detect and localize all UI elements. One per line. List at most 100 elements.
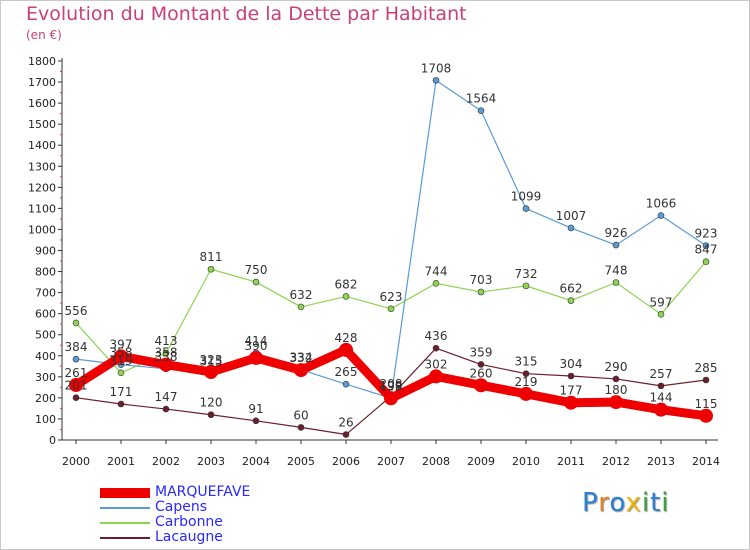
data-label-lacaugne: 26 (338, 416, 353, 430)
data-label-lacaugne: 359 (470, 345, 493, 359)
logo-letter: i (661, 488, 670, 518)
data-label-lacaugne: 208 (380, 377, 403, 391)
data-label-capens: 1066 (646, 197, 677, 211)
y-tick-label: 100 (35, 413, 56, 426)
data-label-marquefave: 390 (245, 339, 268, 353)
data-label-carbonne: 662 (560, 282, 583, 296)
data-point-lacaugne (252, 417, 260, 425)
data-label-capens: 199 (380, 379, 403, 393)
legend-label: Carbonne (155, 514, 223, 530)
data-point-capens (477, 107, 485, 114)
data-label-marquefave: 115 (695, 397, 718, 411)
data-label-carbonne: 413 (155, 334, 178, 348)
data-label-lacaugne: 315 (515, 355, 538, 369)
data-label-lacaugne: 171 (110, 385, 133, 399)
y-tick-label: 1800 (28, 55, 56, 68)
data-label-lacaugne: 147 (155, 390, 178, 404)
y-tick-label: 400 (35, 350, 56, 363)
data-point-marquefave (339, 342, 353, 357)
y-tick-label: 1600 (28, 97, 56, 110)
x-tick-label: 2007 (377, 455, 405, 468)
logo-letter: t (650, 488, 662, 518)
data-point-carbonne (612, 279, 620, 286)
data-label-carbonne: 748 (605, 264, 628, 278)
y-tick-label: 200 (35, 392, 56, 405)
data-point-marquefave (654, 402, 668, 417)
data-point-lacaugne (207, 411, 215, 419)
logo-letter: x (625, 488, 642, 518)
data-label-marquefave: 144 (650, 391, 673, 405)
data-point-marquefave (699, 408, 713, 423)
data-label-carbonne: 744 (425, 264, 448, 278)
y-tick-label: 500 (35, 329, 56, 342)
y-tick-label: 1000 (28, 223, 56, 236)
y-tick-label: 1300 (28, 160, 56, 173)
data-point-capens (72, 355, 80, 363)
data-point-carbonne (162, 349, 170, 357)
data-label-lacaugne: 120 (200, 396, 223, 410)
data-point-capens (522, 205, 530, 212)
y-tick-label: 0 (49, 434, 56, 447)
y-tick-label: 700 (35, 287, 56, 300)
data-point-marquefave (609, 395, 623, 410)
data-label-capens: 338 (155, 350, 178, 364)
data-point-lacaugne (702, 376, 710, 384)
data-point-lacaugne (657, 382, 665, 390)
data-point-carbonne (297, 303, 305, 311)
legend-swatch (100, 537, 150, 539)
data-point-lacaugne (297, 424, 305, 431)
data-point-capens (567, 224, 575, 232)
x-tick-label: 2005 (287, 455, 315, 468)
x-tick-label: 2006 (332, 455, 360, 468)
data-label-marquefave: 358 (155, 346, 178, 360)
data-point-carbonne (432, 280, 440, 287)
data-label-marquefave: 397 (110, 337, 133, 351)
data-label-lacaugne: 257 (650, 367, 673, 381)
x-tick-label: 2014 (692, 455, 720, 468)
data-point-lacaugne (522, 370, 530, 377)
data-point-marquefave (384, 391, 398, 406)
data-label-carbonne: 732 (515, 267, 538, 281)
data-point-carbonne (117, 369, 125, 377)
legend-label: MARQUEFAVE (155, 484, 251, 500)
data-label-marquefave: 260 (470, 366, 493, 380)
data-point-lacaugne (117, 400, 125, 408)
x-tick-label: 2004 (242, 455, 270, 468)
data-point-marquefave (249, 350, 263, 365)
data-point-lacaugne (342, 431, 350, 438)
data-point-capens (702, 242, 710, 249)
data-label-lacaugne: 201 (65, 379, 88, 393)
data-point-lacaugne (432, 344, 440, 352)
data-label-lacaugne: 304 (560, 357, 583, 371)
y-tick-label: 800 (35, 266, 56, 279)
data-point-carbonne (657, 310, 665, 318)
data-point-carbonne (207, 265, 215, 273)
data-label-marquefave: 332 (290, 351, 313, 365)
data-label-capens: 414 (245, 334, 268, 348)
data-point-marquefave (204, 364, 218, 379)
data-point-lacaugne (72, 394, 80, 401)
data-label-lacaugne: 91 (248, 402, 263, 416)
data-point-marquefave (429, 369, 443, 384)
y-tick-label: 1400 (28, 139, 56, 152)
legend-swatch (100, 507, 150, 509)
data-label-lacaugne: 290 (605, 360, 628, 374)
legend-swatch (100, 522, 150, 524)
data-label-carbonne: 632 (290, 288, 313, 302)
data-point-carbonne (387, 305, 395, 313)
data-label-marquefave: 323 (200, 353, 223, 367)
data-label-marquefave: 219 (515, 375, 538, 389)
data-point-marquefave (519, 386, 533, 401)
legend-label: Capens (155, 499, 208, 515)
data-point-capens (432, 77, 440, 84)
data-label-lacaugne: 436 (425, 329, 448, 343)
y-tick-label: 1700 (28, 76, 56, 89)
data-label-marquefave: 177 (560, 384, 583, 398)
data-point-carbonne (342, 293, 350, 300)
data-label-capens: 265 (335, 365, 358, 379)
data-point-carbonne (72, 319, 80, 327)
legend-swatch (100, 488, 150, 498)
x-tick-label: 2001 (107, 455, 135, 468)
proxiti-logo: Proxiti (582, 488, 670, 518)
